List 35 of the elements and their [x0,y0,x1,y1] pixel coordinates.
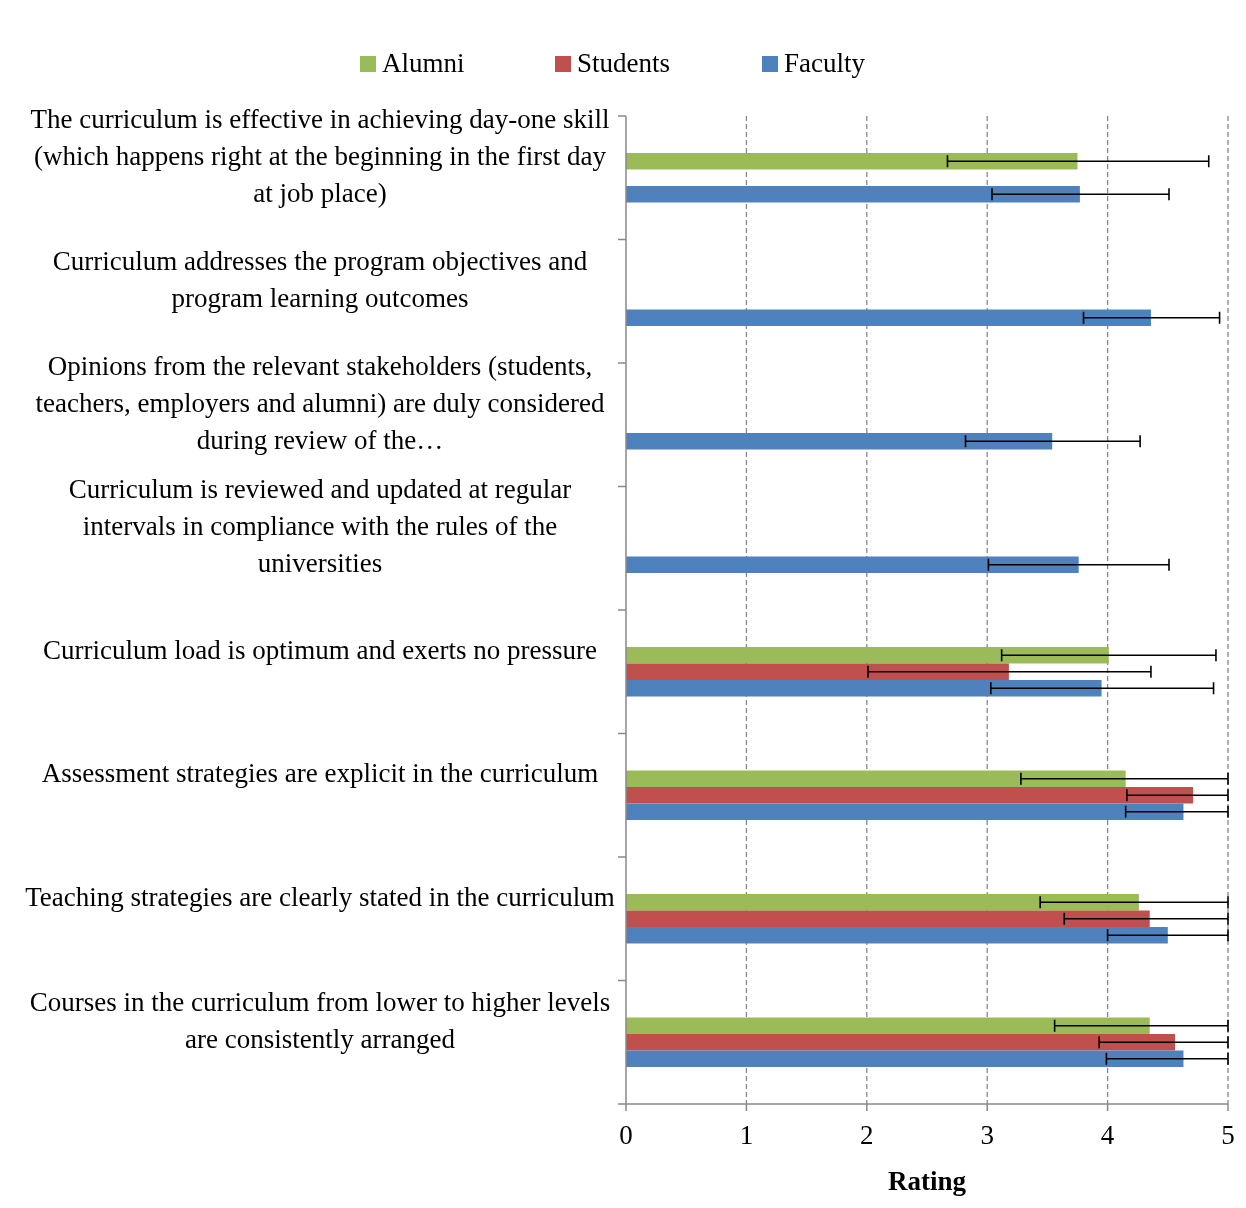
x-tick-label: 1 [739,1120,754,1150]
bar [626,894,1139,911]
bar [626,803,1184,820]
x-tick-label: 0 [619,1120,633,1150]
bar [626,309,1151,326]
bar [626,556,1079,573]
y-tick-label: Assessment strategies are explicit in the curriculum [41,758,599,789]
bar [626,647,1109,664]
bar [626,770,1126,787]
y-tick-label: The curriculum is effective in achieving day-one skill (which happens right at the beginning in the first day at job place) [30,103,610,208]
legend-label: Students [577,48,671,78]
y-tick-label: Teaching strategies are clearly stated in the curriculum [25,881,615,912]
y-tick-label: Opinions from the relevant stakeholders (students, teachers, employers and alumni) are duly considered during review of the… [35,350,606,455]
bar [626,433,1053,450]
legend-label: Alumni [382,48,465,78]
bar [626,1017,1150,1034]
bar [626,680,1102,697]
bar [626,787,1194,804]
bar [626,1050,1184,1067]
bar [626,186,1080,203]
bar [626,927,1168,944]
bar [626,1034,1176,1051]
y-tick-label: Courses in the curriculum from lower to higher levels are consistently arranged [29,986,611,1054]
y-tick-label: Curriculum addresses the program objectives and program learning outcomes [52,245,588,313]
y-tick-label: Curriculum load is optimum and exerts no pressure [42,634,598,665]
x-tick-label: 3 [980,1120,994,1150]
x-tick-label: 5 [1221,1120,1235,1150]
y-tick-label: Curriculum is reviewed and updated at regular intervals in compliance with the rules of the universities [68,474,572,579]
bar [626,153,1078,170]
bar [626,663,1009,680]
bar [626,910,1150,927]
legend-label: Faculty [784,48,866,78]
x-tick-label: 2 [860,1120,874,1150]
x-axis-title: Rating [887,1166,967,1196]
x-tick-label: 4 [1100,1120,1115,1150]
